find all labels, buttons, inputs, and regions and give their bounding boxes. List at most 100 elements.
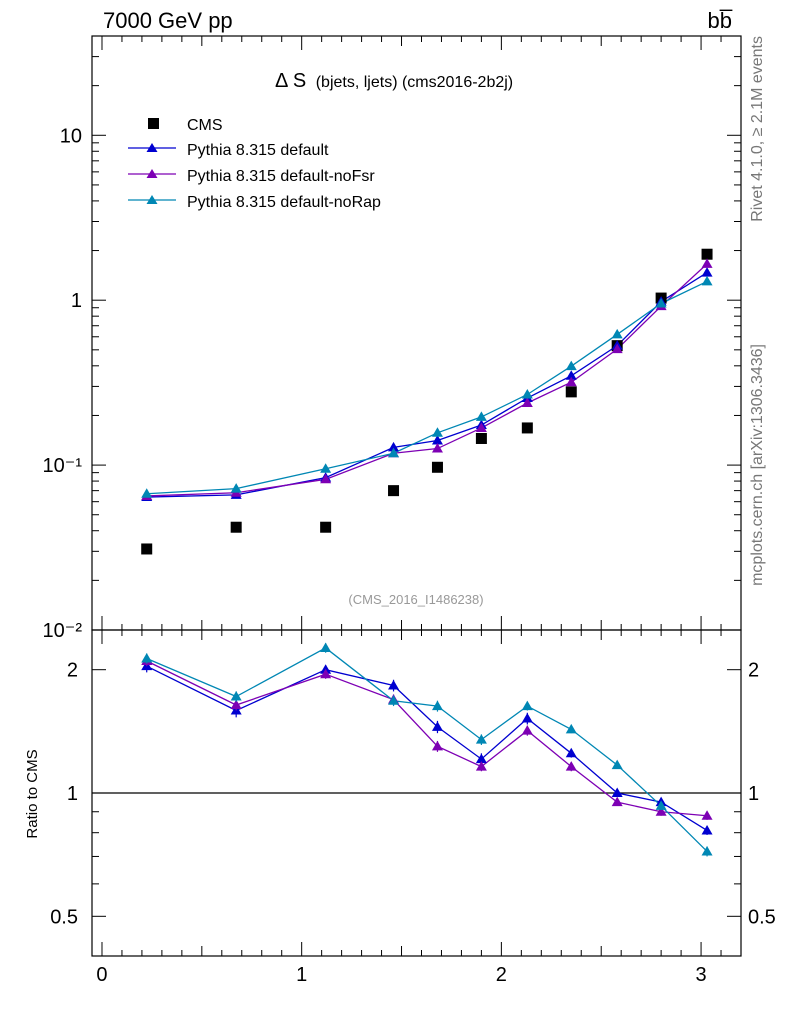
ratio-point-nofsr [565, 761, 577, 771]
main-point-nofsr [701, 258, 713, 268]
ratio-point-norap [388, 695, 400, 705]
ratio-y-tick-label-right: 1 [748, 783, 759, 805]
process-label: 7000 GeV pp [103, 8, 233, 33]
ratio-plot-ticks [92, 630, 741, 957]
main-point-norap [701, 275, 713, 286]
ratio-x-tick-label: 3 [695, 964, 706, 986]
ratio-point-norap [320, 642, 332, 652]
legend-marker-cms [148, 118, 159, 129]
ratio-point-norap [521, 700, 533, 711]
main-y-tick-label: 1 [71, 290, 82, 312]
cms-data-point [701, 248, 713, 260]
ratio-y-tick-label-left: 2 [67, 660, 78, 682]
ratio-y-tick-label-right: 2 [748, 660, 759, 682]
ratio-plot-tick-labels: 2 2 1 1 0.5 0.5 0 1 2 3 [50, 660, 776, 986]
cms-data-point [565, 386, 577, 398]
final-state-label: bb̅ [708, 8, 733, 33]
main-point-norap [521, 388, 533, 399]
ratio-plot-series [141, 642, 713, 857]
main-point-nofsr [611, 343, 623, 354]
ratio-y-tick-label-right: 0.5 [748, 906, 776, 928]
ratio-point-norap [141, 652, 153, 663]
cms-data-point [521, 422, 533, 434]
main-series-line-default [146, 272, 708, 498]
ratio-point-default [565, 747, 577, 758]
ratio-point-nofsr [655, 806, 667, 816]
ratio-point-default [521, 713, 533, 723]
ratio-point-nofsr [611, 796, 623, 807]
legend: CMS Pythia 8.315 default Pythia 8.315 de… [128, 117, 381, 211]
legend-label-nofsr: Pythia 8.315 default-noFsr [187, 168, 375, 185]
main-point-norap [320, 463, 332, 473]
main-point-default [565, 370, 577, 380]
ratio-point-nofsr [475, 761, 487, 771]
legend-marker-default [146, 143, 158, 152]
ratio-point-nofsr [431, 740, 443, 751]
main-point-default [431, 434, 443, 445]
ratio-x-tick-label: 0 [96, 964, 107, 986]
ratio-point-default [611, 787, 623, 797]
cms-data-point [141, 543, 153, 555]
ratio-point-norap [230, 691, 242, 701]
ratio-point-norap [475, 734, 487, 744]
ratio-point-norap [701, 845, 713, 856]
ratio-x-tick-label: 2 [496, 964, 507, 986]
ratio-series-line-norap [146, 647, 708, 852]
ratio-point-norap [431, 700, 443, 711]
main-series-line-nofsr [146, 263, 708, 497]
main-point-nofsr [475, 422, 487, 432]
main-point-norap [230, 483, 242, 493]
ratio-series-line-default [146, 665, 708, 832]
cms-data-point [230, 521, 242, 533]
cms-data-point [475, 432, 487, 444]
legend-marker-norap [146, 195, 158, 204]
legend-label-cms: CMS [187, 117, 223, 134]
ratio-point-norap [611, 759, 623, 770]
cms-data-point [388, 485, 400, 497]
main-y-tick-label: 10⁻¹ [43, 455, 83, 477]
analysis-watermark: (CMS_2016_I1486238) [348, 592, 483, 607]
main-point-nofsr [431, 443, 443, 453]
ratio-point-default [701, 824, 713, 835]
main-y-tick-label: 10⁻² [43, 620, 83, 642]
main-point-norap [388, 447, 400, 458]
main-point-norap [655, 297, 667, 308]
ratio-point-default [475, 753, 487, 764]
main-point-default [701, 267, 713, 277]
ratio-point-nofsr [521, 725, 533, 735]
ratio-x-tick-label: 1 [296, 964, 307, 986]
main-point-nofsr [565, 376, 577, 387]
main-point-nofsr [521, 397, 533, 407]
main-point-norap [431, 427, 443, 437]
ratio-y-axis-label: Ratio to CMS [24, 749, 41, 838]
legend-label-norap: Pythia 8.315 default-noRap [187, 194, 381, 211]
main-plot-series [141, 248, 713, 555]
plot-title-main: Δ S [275, 70, 306, 92]
main-point-default [388, 441, 400, 452]
ratio-point-nofsr [320, 668, 332, 679]
ratio-point-norap [565, 723, 577, 734]
main-plot-ticks [92, 35, 741, 631]
rivet-version-label: Rivet 4.1.0, ≥ 2.1M events [749, 36, 766, 222]
ratio-point-nofsr [230, 699, 242, 709]
ratio-y-tick-label-left: 1 [67, 783, 78, 805]
main-plot-y-tick-labels: 10 1 10⁻¹ 10⁻² [43, 125, 83, 642]
main-point-norap [141, 488, 153, 498]
ratio-y-tick-label-left: 0.5 [50, 906, 78, 928]
ratio-point-default [431, 721, 443, 731]
main-y-tick-label: 10 [60, 125, 82, 147]
plot-title: Δ S (bjets, ljets) (cms2016-2b2j) [275, 70, 513, 92]
main-point-norap [475, 411, 487, 421]
main-series-line-norap [146, 280, 708, 495]
cms-data-point [320, 521, 332, 533]
main-point-nofsr [320, 473, 332, 484]
plot-title-suffix: (bjets, ljets) (cms2016-2b2j) [316, 74, 513, 91]
mcplots-reference-label: mcplots.cern.ch [arXiv:1306.3436] [749, 344, 766, 586]
main-point-norap [611, 328, 623, 339]
legend-label-default: Pythia 8.315 default [187, 142, 329, 159]
ratio-point-default [388, 679, 400, 690]
main-point-norap [565, 360, 577, 371]
legend-marker-nofsr [146, 169, 158, 178]
ratio-point-nofsr [701, 810, 713, 820]
